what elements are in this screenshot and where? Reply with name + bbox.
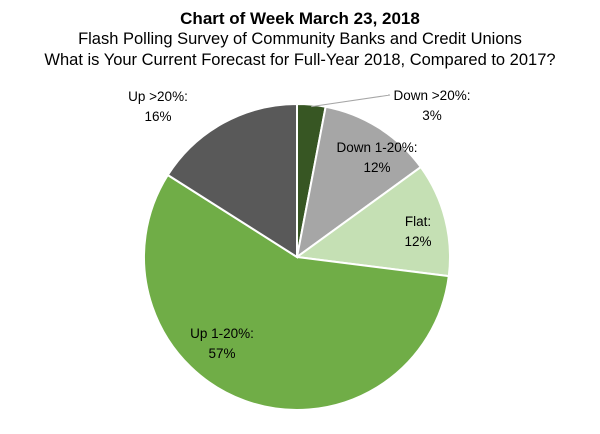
slice-value-label-0: 3% [422,108,442,123]
slice-value-label-3: 57% [208,346,235,361]
pie-slice-3 [143,173,450,411]
chart-subtitle-line-2: What is Your Current Forecast for Full-Y… [44,51,556,69]
slice-label-2: Flat: [405,214,431,229]
pie-slice-4 [166,102,298,259]
slice-label-3: Up 1-20%: [190,326,254,341]
pie-slice-2 [294,165,451,278]
slice-value-label-2: 12% [404,234,431,249]
leader-line-0 [311,94,391,108]
pie-slice-1 [295,105,423,260]
slice-label-0: Down >20%: [394,88,471,103]
chart-titles: Chart of Week March 23, 2018 Flash Polli… [0,8,600,71]
chart-title: Chart of Week March 23, 2018 [180,9,420,28]
chart-subtitle-line-1: Flash Polling Survey of Community Banks … [78,30,522,48]
slice-value-label-4: 16% [144,109,171,124]
slice-label-1: Down 1-20%: [336,140,417,155]
slice-label-4: Up >20%: [128,89,188,104]
slice-value-label-1: 12% [363,160,390,175]
